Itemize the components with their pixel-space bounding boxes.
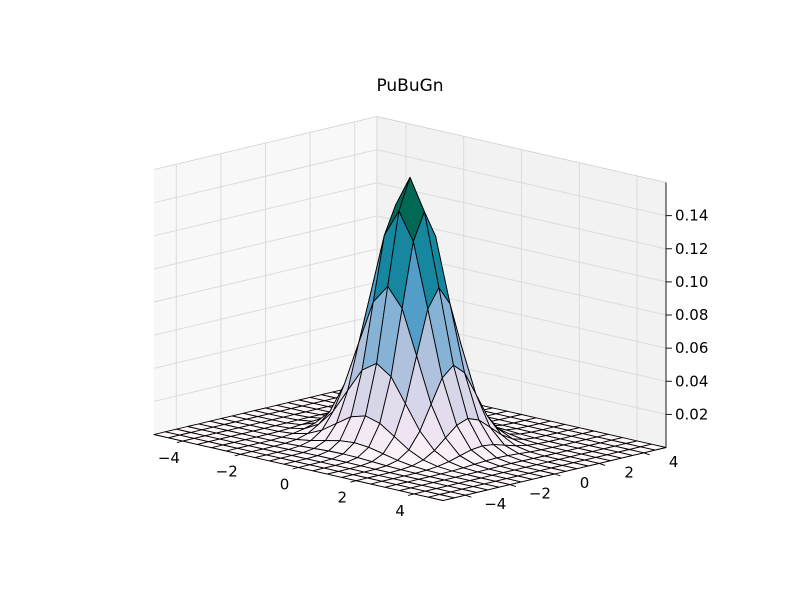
x-tick-mark	[292, 467, 299, 470]
z-tick-label: 0.06	[675, 339, 708, 357]
x-tick-label: −4	[158, 449, 180, 467]
y-axis-ticks: −4 −2 0 2 4	[465, 452, 679, 513]
z-tick-label: 0.02	[675, 405, 708, 423]
z-gridline	[153, 215, 667, 283]
x-tick-mark	[234, 453, 241, 457]
x-tick-mark	[176, 440, 184, 444]
x-axis-ticks: −4 −2 0 2 4	[158, 440, 415, 520]
x-tick-label: −2	[216, 462, 238, 480]
y-tick-mark	[554, 473, 561, 477]
z-gridline	[153, 182, 667, 250]
z-tick-label: 0.10	[675, 273, 708, 291]
x-tick-mark	[350, 480, 357, 483]
y-tick-mark	[643, 452, 650, 456]
y-tick-mark	[465, 494, 472, 498]
y-tick-mark	[598, 462, 606, 466]
y-tick-label: 4	[669, 453, 679, 471]
x-tick-mark	[407, 493, 415, 496]
x-tick-label: 0	[280, 476, 290, 494]
z-tick-label: 0.14	[675, 207, 708, 225]
y-tick-label: −4	[484, 495, 506, 513]
surface-cell	[428, 494, 455, 501]
y-tick-label: 2	[624, 463, 634, 481]
x-tick-label: 2	[338, 489, 348, 507]
surface-mesh	[153, 176, 667, 501]
y-tick-mark	[509, 484, 517, 488]
y-tick-label: −2	[529, 485, 551, 503]
z-tick-label: 0.08	[675, 306, 708, 324]
z-tick-label: 0.12	[675, 240, 708, 258]
z-gridline	[153, 248, 667, 316]
chart-title: PuBuGn	[376, 76, 443, 96]
z-gridline	[153, 149, 667, 217]
x-tick-label: 4	[395, 502, 405, 520]
y-tick-label: 0	[580, 474, 590, 492]
z-tick-label: 0.04	[675, 372, 708, 390]
z-axis-ticks: 0.02 0.04 0.06 0.08 0.10 0.12 0.14	[666, 207, 708, 423]
